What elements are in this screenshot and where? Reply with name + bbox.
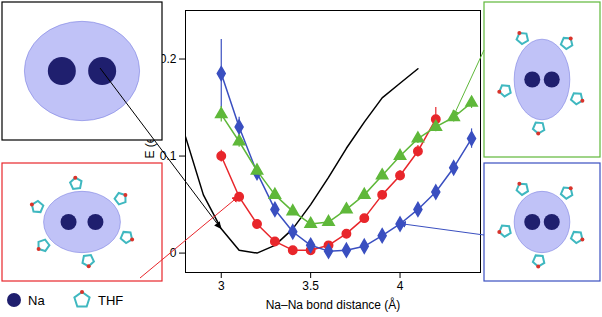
- svg-text:0: 0: [170, 246, 177, 260]
- svg-text:3.5: 3.5: [302, 279, 319, 293]
- svg-text:0.2: 0.2: [160, 52, 177, 66]
- svg-text:Na–Na bond distance (Å): Na–Na bond distance (Å): [266, 297, 401, 312]
- svg-text:Na: Na: [28, 293, 45, 308]
- svg-text:4: 4: [397, 279, 404, 293]
- svg-text:E (eV): E (eV): [143, 124, 157, 158]
- svg-text:THF: THF: [98, 293, 123, 308]
- svg-text:0.1: 0.1: [160, 149, 177, 163]
- svg-text:3: 3: [218, 279, 225, 293]
